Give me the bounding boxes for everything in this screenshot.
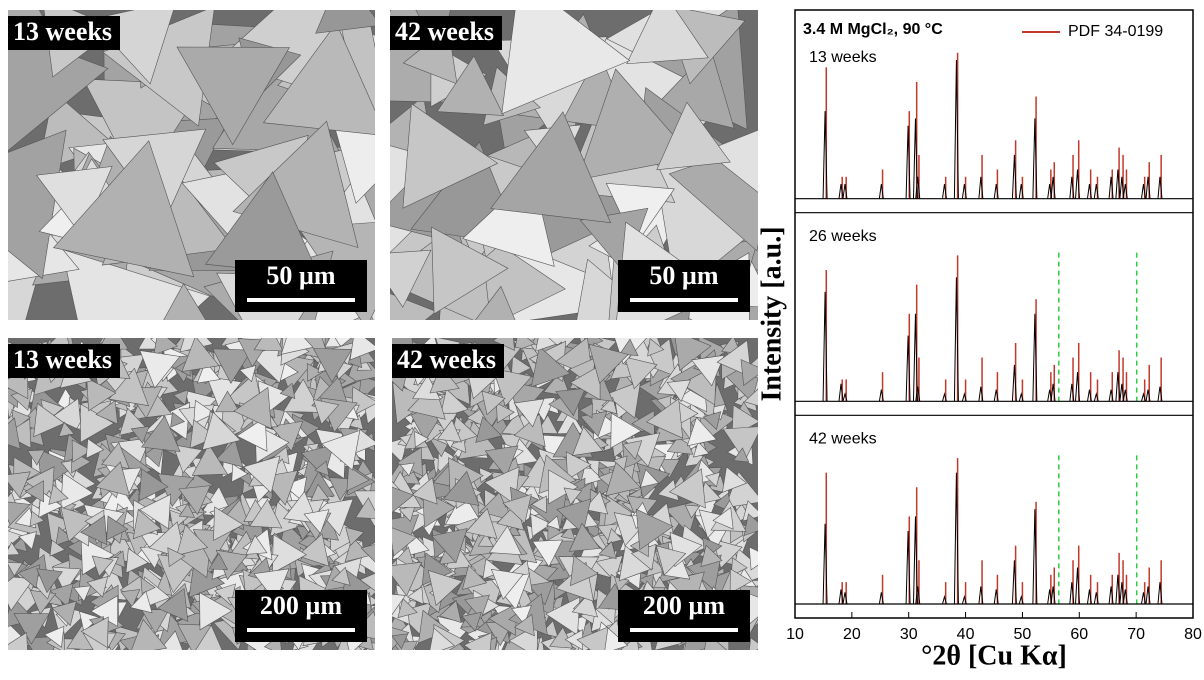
x-tick-label: 20 bbox=[843, 626, 861, 643]
y-axis-label: Intensity [a.u.] bbox=[756, 226, 787, 401]
chart-title: 3.4 M MgCl₂, 90 °C bbox=[803, 21, 943, 38]
panel-label: 42 weeks bbox=[397, 345, 496, 374]
scale-bar-label: 200 µm bbox=[260, 591, 342, 620]
scale-bar-label: 50 µm bbox=[266, 261, 335, 290]
sem-image: 13 weeks 200 µm bbox=[0, 316, 395, 668]
x-tick-label: 30 bbox=[900, 626, 918, 643]
x-tick-label: 60 bbox=[1070, 626, 1088, 643]
sem-image: 42 weeks 50 µm bbox=[331, 0, 818, 381]
scale-bar-label: 50 µm bbox=[649, 261, 718, 290]
panel-label: 13 weeks bbox=[13, 17, 112, 46]
figure: 13 weeks 50 µm 42 weeks 50 µm 13 weeks 200 µm… bbox=[0, 0, 1204, 675]
x-tick-label: 80 bbox=[1184, 626, 1202, 643]
crystal bbox=[749, 547, 770, 570]
sem-texture bbox=[331, 0, 818, 381]
x-tick-label: 10 bbox=[786, 626, 804, 643]
pattern-label: 13 weeks bbox=[809, 49, 877, 66]
x-axis-label: °2θ [Cu Kα] bbox=[921, 640, 1067, 671]
pattern-label: 26 weeks bbox=[809, 228, 877, 245]
panel-label: 13 weeks bbox=[13, 345, 112, 374]
scale-bar-label: 200 µm bbox=[643, 591, 725, 620]
x-tick-label: 70 bbox=[1127, 626, 1145, 643]
crystal bbox=[394, 641, 418, 663]
sem-image: 42 weeks 200 µm bbox=[379, 320, 776, 673]
plot-frame bbox=[795, 10, 1193, 618]
legend-label: PDF 34-0199 bbox=[1068, 23, 1163, 40]
pattern-label: 42 weeks bbox=[809, 431, 877, 448]
panel-label: 42 weeks bbox=[395, 17, 494, 46]
